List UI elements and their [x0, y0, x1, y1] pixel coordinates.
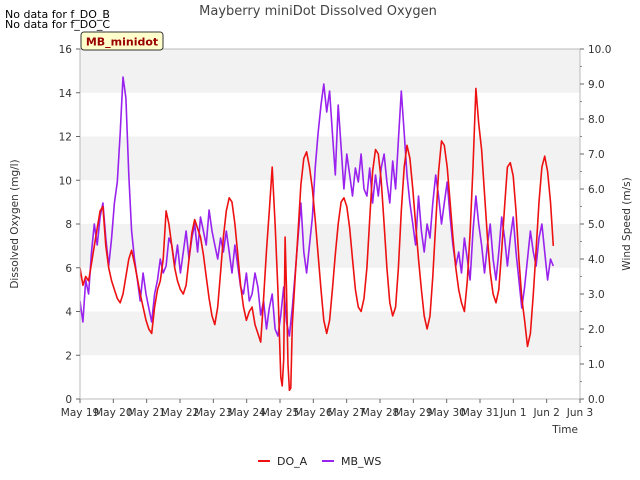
- badge-label: MB_minidot: [86, 36, 158, 49]
- y-right-tick-label: 9.0: [588, 79, 605, 91]
- y-left-tick-label: 10: [59, 175, 72, 187]
- chart-title: Mayberry miniDot Dissolved Oxygen: [199, 4, 437, 19]
- grid-band: [80, 136, 580, 181]
- legend-label-mb-ws: MB_WS: [341, 455, 381, 468]
- x-tick-label: May 26: [294, 407, 333, 419]
- x-tick-label: Jun 1: [499, 407, 526, 419]
- x-tick-label: May 28: [361, 407, 399, 419]
- y-left-tick-label: 8: [65, 219, 72, 231]
- series-line-mb-ws: [80, 76, 555, 337]
- y-axis-title-right: Wind Speed (m/s): [621, 177, 633, 270]
- grid-band: [80, 49, 580, 93]
- x-tick-label: May 23: [194, 407, 232, 419]
- x-tick-label: May 27: [327, 407, 365, 419]
- y-right-tick-label: 6.0: [588, 184, 605, 196]
- x-tick-label: May 30: [427, 407, 465, 419]
- x-tick-label: May 22: [161, 407, 199, 419]
- badge-box: [80, 31, 164, 51]
- x-tick-label: May 24: [227, 407, 266, 419]
- y-left-tick-label: 4: [65, 307, 72, 319]
- x-tick-label: Jun 3: [566, 407, 593, 419]
- y-left-tick-label: 12: [59, 132, 72, 144]
- x-tick-label: May 25: [261, 407, 299, 419]
- x-tick-label: May 31: [461, 407, 499, 419]
- y-right-tick-label: 0.0: [588, 394, 605, 406]
- y-right-tick-label: 1.0: [588, 359, 605, 371]
- x-axis-title: Time: [551, 424, 578, 436]
- y-left-tick-label: 6: [65, 263, 72, 275]
- y-right-tick-label: 2.0: [588, 324, 605, 336]
- y-left-tick-label: 16: [59, 44, 73, 56]
- legend: DO_A MB_WS: [258, 455, 381, 468]
- y-right-tick-label: 5.0: [588, 219, 605, 231]
- no-data-note-2: No data for f_DO_C: [5, 18, 111, 31]
- y-left-tick-label: 14: [59, 88, 73, 100]
- x-tick-label: May 19: [61, 407, 99, 419]
- y-right-tick-label: 7.0: [588, 149, 605, 161]
- no-data-note-1: No data for f_DO_B: [5, 8, 110, 21]
- legend-label-do-a: DO_A: [277, 455, 308, 468]
- series-layer: [80, 76, 555, 392]
- axis-ticks: 0 2 4 6 8 10 12 14 16 0.0 1.0 2.0 3.0 4.0 5.0 6.0 7.0 8.0…: [59, 44, 612, 419]
- y-left-tick-label: 2: [65, 350, 72, 362]
- y-right-tick-label: 4.0: [588, 254, 605, 266]
- y-axis-title-left: Dissolved Oxygen (mg/l): [9, 159, 21, 288]
- site-badge: MB_minidot: [80, 31, 164, 51]
- x-tick-label: May 29: [394, 407, 432, 419]
- y-left-tick-label: 0: [65, 394, 72, 406]
- x-tick-label: May 21: [127, 407, 165, 419]
- y-right-tick-label: 3.0: [588, 289, 605, 301]
- x-tick-label: Jun 2: [532, 407, 559, 419]
- y-right-tick-label: 8.0: [588, 114, 605, 126]
- y-right-tick-label: 10.0: [588, 44, 611, 56]
- series-line-do-a: [80, 87, 555, 392]
- x-tick-label: May 20: [94, 407, 132, 419]
